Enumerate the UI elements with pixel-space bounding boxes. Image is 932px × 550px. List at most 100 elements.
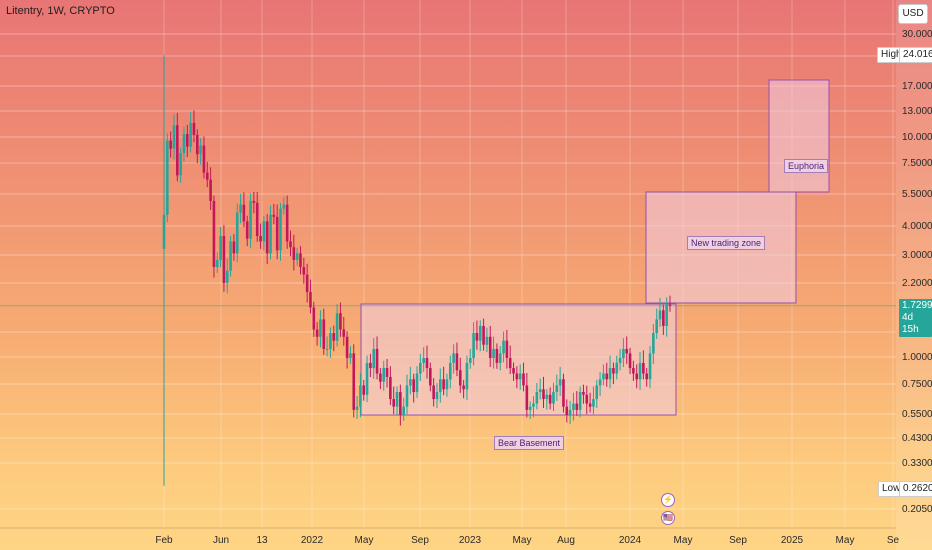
candle-body (425, 358, 429, 369)
candle-body (192, 122, 196, 135)
new-trading-zone-label[interactable]: New trading zone (687, 236, 766, 250)
candle-body (345, 336, 349, 359)
candle-body (432, 385, 435, 400)
time-axis-label: May (836, 535, 855, 546)
candle-body (668, 304, 672, 306)
candle-body (235, 212, 239, 254)
candle-body (665, 304, 668, 326)
candle-body (625, 348, 629, 354)
candle-body (452, 353, 455, 363)
lightning-icon[interactable]: ⚡ (661, 493, 675, 507)
candle-body (359, 385, 362, 407)
price-axis-label: 7.5000 (902, 158, 932, 169)
candle-body (322, 319, 326, 349)
candle-body (375, 348, 379, 374)
candle-body (269, 214, 272, 254)
currency-button[interactable]: USD (898, 4, 928, 24)
candle-body (349, 353, 352, 359)
candle-body (289, 241, 292, 248)
candle-body (379, 373, 382, 382)
candle-body (335, 313, 339, 341)
candle-body (568, 409, 572, 415)
candle-body (558, 379, 562, 386)
candle-body (492, 348, 495, 359)
candle-body (455, 353, 459, 371)
candle-body (645, 373, 648, 380)
candle-body (249, 200, 252, 239)
candle-body (412, 379, 415, 393)
candle-body (259, 235, 262, 242)
time-axis-label: 2024 (619, 535, 642, 546)
candle-body (462, 385, 465, 390)
candle-body (662, 310, 665, 326)
candle-body (482, 325, 485, 345)
us-flag-icon[interactable]: 🇺🇸 (661, 511, 675, 525)
candle-body (575, 403, 579, 410)
candle-body (442, 379, 445, 390)
candle-body (615, 362, 619, 374)
candle-body (508, 358, 512, 369)
price-axis-label: 17.0000 (902, 81, 932, 92)
euphoria-label[interactable]: Euphoria (784, 159, 829, 173)
candle-body (638, 362, 642, 380)
candle-body (419, 362, 422, 374)
candle-body (399, 392, 402, 415)
price-axis-label: 3.0000 (902, 250, 932, 261)
candle-body (652, 333, 655, 354)
candle-body (362, 385, 366, 395)
bear-basement-label[interactable]: Bear Basement (494, 436, 565, 450)
time-axis-label: May (674, 535, 693, 546)
candle-body (642, 362, 645, 374)
high-value-tag: 24.0168 (899, 47, 932, 63)
candle-body (162, 214, 166, 249)
candle-body (205, 172, 209, 180)
candle-body (409, 379, 412, 386)
time-axis-label: 2023 (459, 535, 482, 546)
time-axis-label: 2025 (781, 535, 804, 546)
candle-body (329, 333, 332, 349)
candle-body (282, 204, 286, 209)
candle-body (475, 333, 479, 341)
candle-body (448, 362, 452, 380)
time-axis-label: May (513, 535, 532, 546)
candle-body (485, 336, 489, 345)
candle-body (628, 353, 632, 369)
candle-body (635, 373, 639, 380)
candle-body (225, 270, 229, 283)
candle-body (562, 379, 565, 407)
candle-body (252, 200, 256, 203)
candle-body (242, 204, 246, 222)
candle-body (585, 394, 589, 404)
candle-body (319, 319, 322, 337)
candle-body (512, 368, 515, 374)
price-axis-label: 0.5500 (902, 409, 932, 420)
candle-body (429, 368, 432, 386)
candle-body (229, 241, 232, 271)
candle-body (302, 266, 306, 275)
candle-body (555, 385, 559, 393)
candle-body (522, 373, 525, 386)
candle-body (279, 208, 282, 251)
candle-body (612, 368, 615, 374)
candle-body (592, 399, 595, 407)
candle-body (445, 379, 449, 390)
candle-body (618, 358, 622, 363)
candle-body (545, 394, 549, 400)
candle-body (179, 153, 182, 176)
time-axis-label: 2022 (301, 535, 324, 546)
candle-body (232, 241, 236, 254)
price-axis-label: 0.7500 (902, 379, 932, 390)
candle-body (195, 134, 199, 155)
price-axis-label: 0.4300 (902, 433, 932, 444)
price-axis-label: 2.2000 (902, 278, 932, 289)
candle-body (548, 394, 552, 404)
candle-body (552, 392, 555, 404)
time-axis-label: Sep (411, 535, 429, 546)
candle-body (582, 392, 585, 395)
candle-body (172, 125, 176, 149)
candle-body (632, 368, 635, 374)
candle-body (312, 307, 316, 330)
candle-body (458, 370, 462, 386)
